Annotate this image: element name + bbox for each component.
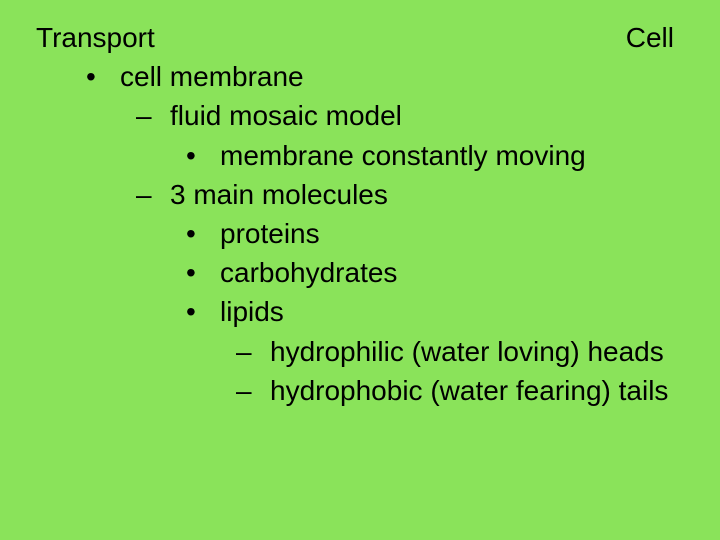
bullet-level4: hydrophilic (water loving) heads — [36, 332, 684, 371]
bullet-level3: proteins — [36, 214, 684, 253]
bullet-level3: lipids — [36, 292, 684, 331]
title-right: Cell — [626, 18, 684, 57]
header-row: Transport Cell — [36, 18, 684, 57]
bullet-level3: membrane constantly moving — [36, 136, 684, 175]
bullet-level4: hydrophobic (water fearing) tails — [36, 371, 684, 410]
title-left: Transport — [36, 18, 155, 57]
text-lipids: lipids — [220, 296, 284, 327]
text-hydrophilic: hydrophilic (water loving) heads — [270, 336, 664, 367]
text-carbohydrates: carbohydrates — [220, 257, 397, 288]
text-fluid-mosaic: fluid mosaic model — [170, 100, 402, 131]
bullet-level1: cell membrane — [36, 57, 684, 96]
bullet-level2: 3 main molecules — [36, 175, 684, 214]
text-cell-membrane: cell membrane — [120, 61, 304, 92]
text-main-molecules: 3 main molecules — [170, 179, 388, 210]
bullet-level3: carbohydrates — [36, 253, 684, 292]
text-membrane-moving: membrane constantly moving — [220, 140, 586, 171]
text-hydrophobic: hydrophobic (water fearing) tails — [270, 375, 668, 406]
text-proteins: proteins — [220, 218, 320, 249]
bullet-level2: fluid mosaic model — [36, 96, 684, 135]
